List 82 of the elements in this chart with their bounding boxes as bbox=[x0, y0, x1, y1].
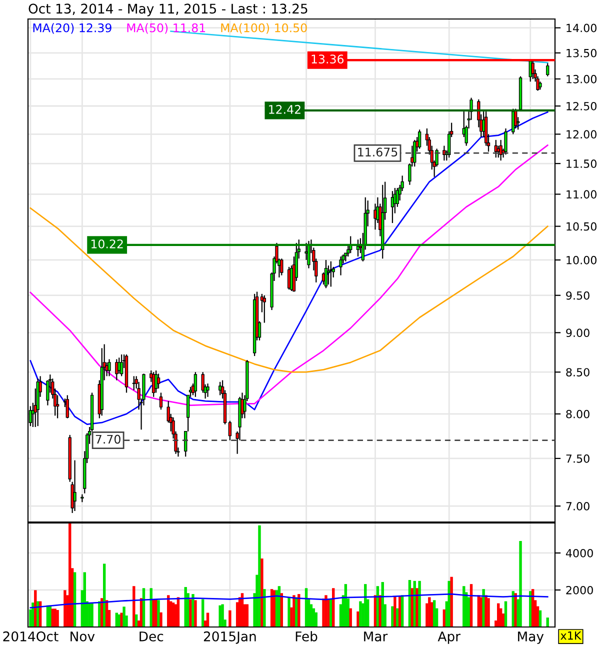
x-tick-label: Apr bbox=[438, 632, 461, 644]
candlestick bbox=[228, 420, 232, 441]
candlestick bbox=[262, 294, 266, 324]
bar bbox=[263, 589, 266, 627]
y-tick-label: 11.50 bbox=[566, 160, 596, 168]
y-tick-label: 14.00 bbox=[566, 24, 596, 32]
y-tick-label: 10.00 bbox=[566, 256, 596, 264]
x-tick-label: Dec bbox=[140, 632, 164, 642]
y-tick-label: 11.00 bbox=[566, 190, 596, 199]
y-tick-label: 9.50 bbox=[566, 291, 590, 300]
ref-line-label: 11.675 bbox=[358, 148, 398, 157]
candlestick bbox=[280, 258, 284, 276]
bar bbox=[450, 576, 453, 627]
bar bbox=[260, 558, 264, 627]
bar bbox=[432, 600, 436, 627]
ref-line-label: 13.36 bbox=[312, 54, 344, 64]
candlestick bbox=[339, 256, 342, 276]
bar bbox=[201, 599, 204, 627]
y-tick-label: 12.50 bbox=[566, 102, 596, 110]
bar bbox=[122, 606, 126, 627]
x-tick-label: 2014Oct bbox=[3, 631, 58, 642]
bar bbox=[194, 600, 197, 627]
text: MA(20) 12.39 bbox=[33, 23, 112, 34]
bar bbox=[482, 589, 485, 627]
y-tick-label: 13.00 bbox=[566, 74, 596, 84]
chart-title: Oct 13, 2014 - May 11, 2015 - Last : 13.25 bbox=[28, 4, 308, 16]
y-tick-label: 8.50 bbox=[566, 368, 590, 376]
x-tick-label: Feb bbox=[296, 631, 318, 642]
ref-line-label: 7.70 bbox=[96, 434, 120, 444]
bar bbox=[258, 525, 261, 627]
y-tick-label: 10.50 bbox=[566, 222, 596, 231]
bar bbox=[394, 596, 396, 627]
ref-line-label: 12.42 bbox=[269, 104, 300, 114]
bar bbox=[64, 590, 66, 627]
candlestick bbox=[546, 62, 550, 77]
bar bbox=[288, 597, 290, 627]
text: x1K bbox=[560, 632, 582, 640]
bar bbox=[418, 580, 421, 627]
y-tick-label: 9.00 bbox=[566, 328, 590, 338]
y-tick-label: 7.50 bbox=[566, 454, 590, 463]
candlestick bbox=[194, 372, 198, 398]
x-tick-label: 2015Jan bbox=[204, 631, 256, 644]
ref-line-label: 10.22 bbox=[91, 239, 123, 248]
bar bbox=[228, 610, 232, 627]
bar bbox=[221, 604, 224, 627]
bar bbox=[504, 601, 508, 627]
bar bbox=[487, 598, 490, 627]
bar bbox=[349, 608, 352, 627]
candlestick bbox=[120, 354, 124, 377]
bar bbox=[514, 593, 517, 627]
candlestick bbox=[159, 392, 163, 410]
candlestick bbox=[324, 259, 328, 289]
bar bbox=[160, 612, 162, 627]
bar bbox=[519, 540, 522, 627]
candlestick bbox=[418, 129, 422, 150]
y-tick-label: 13.50 bbox=[566, 48, 596, 58]
y-tick-label: 7.00 bbox=[566, 502, 590, 510]
y-tick-label: 8.00 bbox=[566, 410, 590, 418]
y-tick-label: 2000 bbox=[566, 586, 593, 594]
bar bbox=[246, 604, 249, 627]
x-tick-label: Mar bbox=[364, 632, 388, 642]
candlestick bbox=[206, 382, 210, 398]
text: MA(50) 11.81 bbox=[127, 23, 206, 34]
candlestick bbox=[156, 373, 160, 390]
x-tick-label: Nov bbox=[70, 632, 95, 642]
y-tick-label: 4000 bbox=[566, 548, 593, 558]
line-series bbox=[30, 207, 548, 373]
bar bbox=[157, 600, 160, 627]
bar bbox=[359, 601, 362, 627]
y-tick-label: 12.00 bbox=[566, 130, 596, 139]
candlestick bbox=[154, 370, 158, 394]
candlestick bbox=[73, 460, 76, 512]
bar bbox=[56, 610, 59, 627]
bar bbox=[102, 564, 106, 627]
bar bbox=[68, 523, 72, 627]
candlestick bbox=[132, 376, 136, 391]
bar bbox=[189, 599, 192, 627]
bar bbox=[90, 602, 94, 627]
x-tick-label: May bbox=[518, 632, 544, 644]
candlestick bbox=[66, 394, 69, 419]
text: MA(100) 10.50 bbox=[221, 23, 307, 34]
line-series bbox=[30, 593, 548, 608]
